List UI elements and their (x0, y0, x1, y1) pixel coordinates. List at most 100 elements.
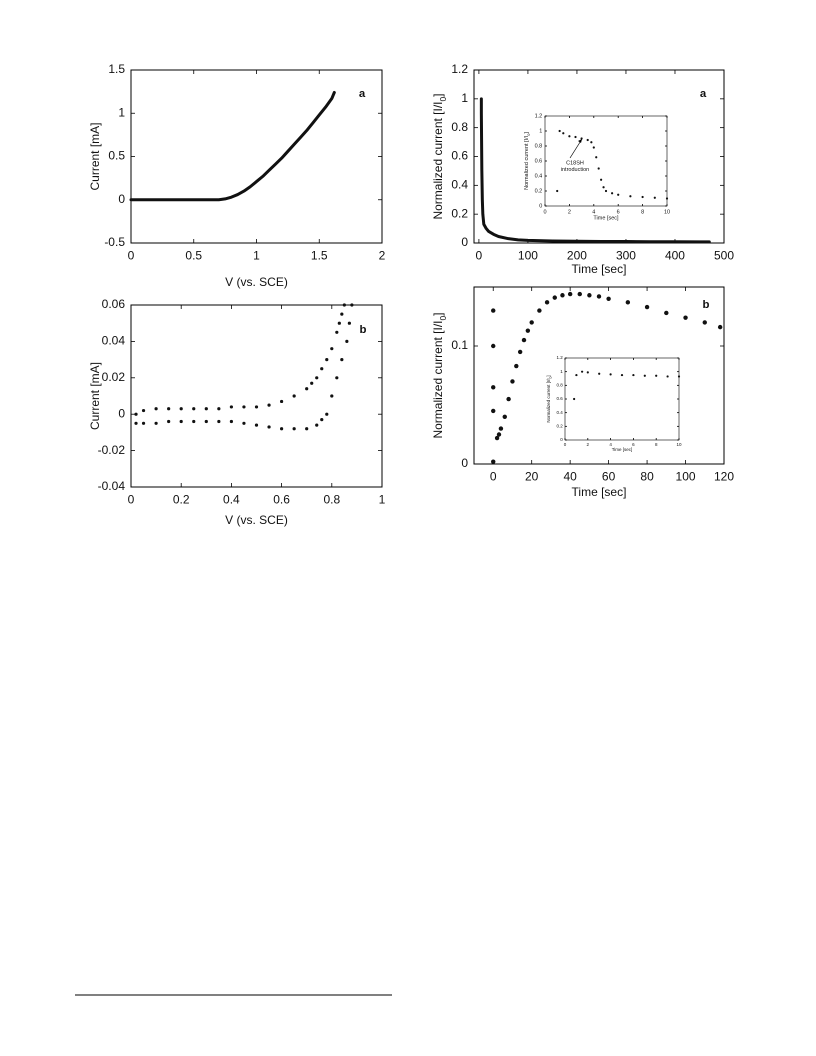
y-tick-label: 0.6 (556, 396, 563, 401)
annotation: introduction (561, 167, 589, 173)
data-point (217, 407, 221, 411)
y-tick-label: 0.6 (451, 149, 468, 163)
y-tick-label: 0 (118, 192, 125, 206)
data-point (491, 385, 496, 390)
y-axis-label-subscript: 0 (549, 376, 553, 378)
data-point (325, 358, 329, 362)
panel-label: b (703, 299, 710, 311)
data-point (315, 376, 319, 380)
data-point (604, 189, 608, 193)
data-point (491, 459, 496, 464)
data-point (665, 197, 669, 200)
data-point (629, 195, 632, 198)
data-point (602, 186, 605, 189)
x-tick-label: 80 (640, 469, 654, 483)
plot-frame (130, 69, 383, 244)
data-point (581, 370, 584, 373)
data-point (494, 435, 500, 441)
data-point (305, 427, 309, 431)
y-tick-label: 0.06 (102, 297, 126, 311)
x-tick-label: 6 (632, 442, 635, 447)
data-point (590, 141, 593, 144)
x-tick-label: 300 (616, 248, 636, 262)
data-point (580, 137, 583, 140)
data-point (154, 407, 158, 411)
data-point (717, 324, 723, 330)
data-point (537, 308, 542, 313)
data-point (134, 412, 138, 416)
y-axis-label-part: ] (431, 93, 445, 96)
data-point (683, 315, 688, 320)
x-tick-label: 0 (128, 492, 135, 506)
y-tick-label: 1 (560, 369, 563, 374)
data-point (496, 432, 502, 437)
x-axis-label: Time [sec] (593, 215, 619, 221)
data-point (611, 192, 614, 195)
x-tick-label: 2 (379, 248, 386, 262)
data-point (280, 427, 284, 431)
data-point (267, 403, 271, 407)
data-point (217, 419, 221, 424)
data-point (305, 387, 309, 391)
plot-frame (564, 357, 680, 441)
data-point (204, 407, 208, 411)
y-tick-label: 0 (461, 235, 468, 249)
y-axis-label: Current [mA] (88, 122, 102, 190)
plot-frame (473, 286, 725, 465)
y-axis-label-part: ] (431, 312, 445, 315)
x-tick-label: 200 (567, 248, 587, 262)
y-axis-label-part: ] (546, 375, 551, 376)
data-point (340, 312, 344, 316)
data-point (325, 412, 329, 416)
data-point (595, 156, 598, 159)
data-point (521, 337, 527, 343)
data-point (502, 414, 507, 419)
data-point (620, 373, 624, 377)
y-tick-label: 0 (118, 406, 125, 420)
data-line (129, 90, 336, 202)
data-point (335, 376, 339, 380)
y-tick-label: 0.4 (451, 178, 468, 192)
arrow-head (578, 139, 582, 143)
y-axis-label-part: Normalized current [I/I (546, 378, 551, 422)
x-tick-label: 0.5 (185, 248, 202, 262)
data-point (242, 421, 246, 425)
y-tick-label: -0.5 (104, 235, 125, 249)
y-tick-label: 0.8 (451, 120, 468, 134)
data-point (320, 367, 324, 371)
x-tick-label: 100 (676, 469, 696, 483)
y-tick-label: 1 (118, 105, 125, 119)
y-tick-label: 0.2 (451, 206, 468, 220)
y-tick-label: 0.4 (556, 410, 563, 415)
panel-label: a (700, 88, 707, 100)
data-point (677, 375, 681, 378)
x-tick-label: 0.2 (173, 492, 190, 506)
data-point (597, 167, 600, 170)
data-point (491, 408, 496, 414)
y-tick-label: 0 (560, 437, 563, 442)
data-point (609, 373, 612, 376)
x-axis-label: Time [sec] (572, 262, 627, 276)
data-point (510, 379, 515, 384)
y-axis-label-part: Normalized current [I/I (524, 135, 530, 190)
x-tick-label: 0 (128, 248, 135, 262)
data-point (330, 347, 334, 351)
x-tick-label: 0.8 (323, 492, 340, 506)
data-point (544, 300, 550, 305)
data-point (280, 399, 284, 404)
panel-label: b (360, 324, 367, 336)
y-axis-label-part: Current [mA] (88, 362, 102, 430)
data-point (330, 394, 334, 398)
x-tick-label: 0 (564, 442, 567, 447)
data-point (254, 405, 259, 409)
data-point (575, 373, 578, 377)
x-tick-label: 0.4 (223, 492, 240, 506)
y-tick-label: 1 (461, 91, 468, 105)
data-point (204, 419, 208, 424)
x-axis-label: Time [sec] (572, 485, 627, 499)
data-point (167, 419, 171, 424)
y-tick-label: 0 (539, 203, 542, 209)
x-tick-label: 120 (714, 469, 734, 483)
x-tick-label: 10 (676, 442, 682, 447)
data-point (179, 419, 183, 424)
